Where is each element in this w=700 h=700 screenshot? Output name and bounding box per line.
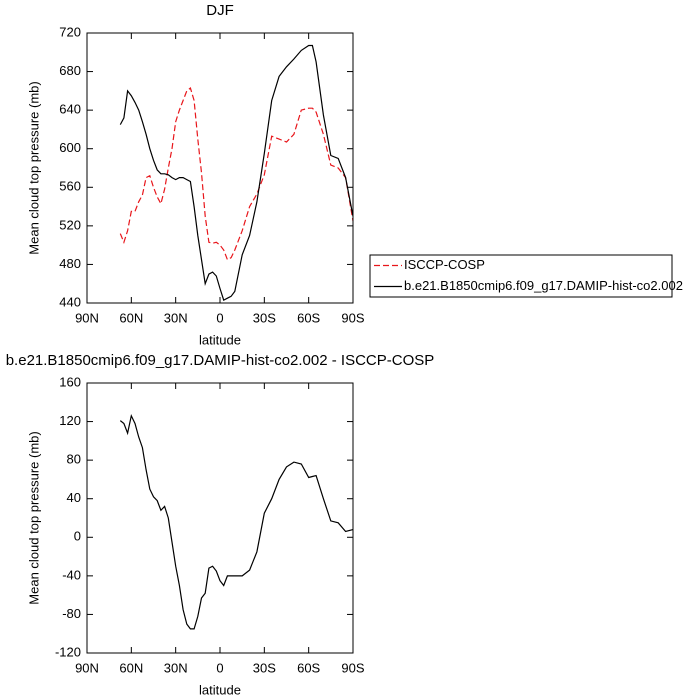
x-tick-label: 90N bbox=[75, 310, 99, 325]
x-tick-label: 90S bbox=[341, 310, 364, 325]
legend-label: b.e21.B1850cmip6.f09_g17.DAMIP-hist-co2.… bbox=[404, 278, 683, 293]
x-tick-label: 60N bbox=[119, 660, 143, 675]
y-tick-label: 80 bbox=[67, 452, 81, 467]
x-tick-label: 30S bbox=[253, 310, 276, 325]
y-tick-label: 40 bbox=[67, 490, 81, 505]
y-tick-label: 600 bbox=[59, 140, 81, 155]
x-tick-label: 0 bbox=[216, 310, 223, 325]
legend-label: ISCCP-COSP bbox=[404, 257, 485, 272]
chart-title: b.e21.B1850cmip6.f09_g17.DAMIP-hist-co2.… bbox=[6, 352, 435, 369]
y-tick-label: 720 bbox=[59, 24, 81, 39]
y-tick-label: -120 bbox=[55, 644, 81, 659]
x-axis-label: latitude bbox=[199, 332, 241, 347]
y-tick-label: 640 bbox=[59, 102, 81, 117]
y-tick-label: 0 bbox=[74, 529, 81, 544]
y-tick-label: 440 bbox=[59, 294, 81, 309]
line-series bbox=[119, 86, 354, 261]
x-tick-label: 60N bbox=[119, 310, 143, 325]
plot-frame bbox=[86, 382, 354, 654]
x-tick-label: 60S bbox=[297, 660, 320, 675]
line-series bbox=[119, 413, 354, 630]
x-tick-label: 60S bbox=[297, 310, 320, 325]
plot-frame bbox=[86, 32, 354, 304]
x-tick-label: 30N bbox=[164, 660, 188, 675]
x-tick-label: 90S bbox=[341, 660, 364, 675]
y-tick-label: 680 bbox=[59, 63, 81, 78]
y-tick-label: 160 bbox=[59, 374, 81, 389]
x-tick-label: 30S bbox=[253, 660, 276, 675]
y-axis-label: Mean cloud top pressure (mb) bbox=[26, 431, 41, 604]
y-tick-label: -80 bbox=[62, 606, 81, 621]
chart-title: DJF bbox=[206, 2, 234, 19]
y-tick-label: 520 bbox=[59, 217, 81, 232]
x-tick-label: 0 bbox=[216, 660, 223, 675]
y-tick-label: 120 bbox=[59, 413, 81, 428]
y-tick-label: 480 bbox=[59, 256, 81, 271]
x-tick-label: 90N bbox=[75, 660, 99, 675]
y-tick-label: 560 bbox=[59, 179, 81, 194]
x-tick-label: 30N bbox=[164, 310, 188, 325]
y-tick-label: -40 bbox=[62, 567, 81, 582]
x-axis-label: latitude bbox=[199, 682, 241, 697]
y-axis-label: Mean cloud top pressure (mb) bbox=[26, 81, 41, 254]
legend-box bbox=[369, 254, 673, 298]
line-series bbox=[119, 44, 354, 301]
